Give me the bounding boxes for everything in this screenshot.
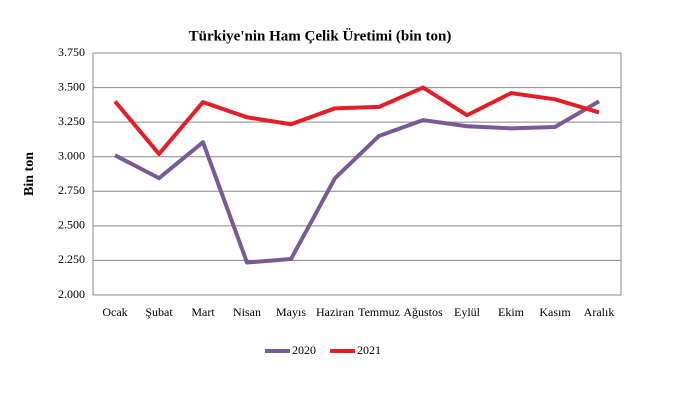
x-tick-label: Şubat (145, 305, 173, 319)
x-tick-label: Ocak (102, 305, 127, 319)
x-tick-label: Kasım (539, 305, 571, 319)
x-tick-label: Temmuz (358, 305, 400, 319)
chart-title: Türkiye'nin Ham Çelik Üretimi (bin ton) (189, 27, 452, 44)
x-tick-label: Eylül (454, 305, 481, 319)
x-tick-label: Aralık (584, 305, 615, 319)
x-tick-label: Mart (191, 305, 215, 319)
y-tick-label: 3.500 (58, 79, 85, 93)
legend-label: 2021 (357, 343, 381, 357)
y-tick-label: 3.000 (58, 148, 85, 162)
y-axis-label: Bin ton (22, 152, 37, 196)
x-tick-label: Ağustos (403, 305, 443, 319)
y-tick-label: 2.250 (58, 252, 85, 266)
y-tick-label: 2.000 (58, 287, 85, 301)
y-tick-label: 2.500 (58, 218, 85, 232)
legend-label: 2020 (292, 343, 316, 357)
y-tick-label: 3.250 (58, 114, 85, 128)
line-series (114, 99, 601, 265)
y-tick-label: 2.750 (58, 183, 85, 197)
x-tick-label: Ekim (498, 305, 525, 319)
y-tick-label: 3.750 (58, 45, 85, 59)
x-tick-label: Nisan (233, 305, 261, 319)
x-tick-label: Mayıs (276, 305, 306, 319)
line-series (113, 85, 600, 156)
x-tick-label: Haziran (316, 305, 354, 319)
